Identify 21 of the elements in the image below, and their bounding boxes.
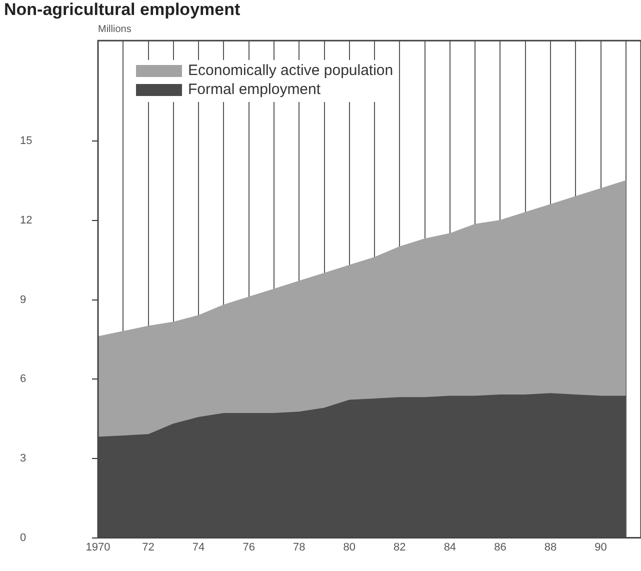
x-tick-label: 1970 [86, 541, 110, 554]
x-tick-label: 86 [494, 541, 506, 554]
y-tick-label: 0 [20, 532, 26, 544]
y-tick-label: 6 [20, 373, 26, 386]
y-tick-label: 9 [20, 294, 26, 306]
x-tick-label: 90 [594, 541, 607, 554]
x-tick-label: 84 [444, 541, 456, 554]
legend-label: Economically active population [188, 62, 394, 79]
x-tick-label: 88 [544, 541, 557, 554]
x-tick-label: 80 [343, 541, 356, 554]
chart-title: Non-agricultural employment [4, 0, 240, 20]
x-tick-label: 72 [142, 541, 154, 554]
x-tick-label: 76 [242, 541, 255, 554]
text: Millions [98, 24, 132, 35]
y-tick-label: 3 [20, 452, 26, 464]
y-tick-label: 12 [20, 214, 32, 226]
x-tick-label: 74 [192, 541, 205, 554]
x-tick-label: 78 [292, 541, 306, 554]
y-tick-label: 15 [20, 135, 32, 148]
legend-label: Formal employment [188, 81, 321, 98]
x-tick-label: 82 [394, 541, 406, 554]
